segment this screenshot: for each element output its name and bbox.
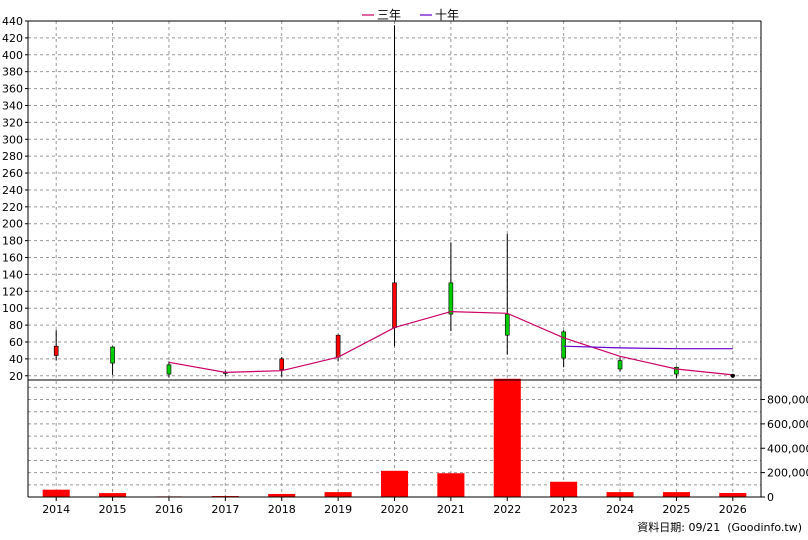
y-tick-label: 320	[2, 116, 23, 129]
y-tick-label: 260	[2, 167, 23, 180]
x-tick-label: 2015	[99, 503, 127, 516]
y-tick-label: 120	[2, 285, 23, 298]
volume-tick-label: 200,000	[767, 467, 808, 480]
candle-body	[448, 282, 454, 315]
source-note: 資料日期: 09/21 (Goodinfo.tw)	[637, 521, 802, 534]
series-line	[168, 310, 733, 376]
candle-body	[166, 364, 172, 375]
candle-body	[110, 346, 115, 364]
y-tick-label: 360	[2, 83, 23, 96]
y-tick-label: 240	[2, 184, 23, 197]
y-tick-label: 80	[9, 319, 23, 332]
y-tick-label: 400	[2, 49, 23, 62]
volume-tick-label: 600,000	[767, 418, 808, 431]
x-tick-label: 2026	[719, 503, 747, 516]
series-line	[563, 345, 733, 350]
y-tick-label: 40	[9, 353, 23, 366]
volume-bar	[268, 493, 296, 497]
x-tick-label: 2018	[268, 503, 296, 516]
y-tick-label: 440	[2, 15, 23, 28]
candle-body	[617, 360, 623, 370]
x-tick-label: 2016	[155, 503, 183, 516]
y-tick-label: 300	[2, 133, 23, 146]
y-tick-label: 340	[2, 99, 23, 112]
candle-body	[674, 367, 679, 375]
volume-tick-label: 0	[767, 491, 774, 504]
volume-bar	[99, 493, 127, 497]
y-tick-label: 20	[9, 370, 23, 383]
x-tick-label: 2019	[324, 503, 352, 516]
legend-label: 十年	[435, 8, 459, 22]
volume-bar	[550, 481, 578, 497]
candle-body	[53, 345, 59, 356]
volume-bar	[437, 473, 465, 497]
x-tick-label: 2025	[662, 503, 690, 516]
x-tick-label: 2021	[437, 503, 465, 516]
volume-bar	[380, 470, 409, 497]
volume-bar	[324, 492, 352, 497]
volume-bar	[719, 492, 747, 497]
volume-bar	[606, 492, 634, 497]
y-tick-label: 280	[2, 150, 23, 163]
x-tick-label: 2022	[493, 503, 521, 516]
y-tick-label: 60	[9, 336, 23, 349]
x-tick-label: 2020	[381, 503, 409, 516]
legend-label: 三年	[377, 8, 401, 22]
x-tick-label: 2017	[211, 503, 239, 516]
y-tick-label: 100	[2, 302, 23, 315]
candle-body	[335, 334, 341, 358]
y-tick-label: 220	[2, 201, 23, 214]
volume-tick-label: 400,000	[767, 442, 808, 455]
x-tick-label: 2024	[606, 503, 634, 516]
x-tick-label: 2014	[42, 503, 70, 516]
volume-bar	[42, 489, 70, 497]
volume-bar	[662, 492, 690, 497]
candle-body	[279, 358, 285, 371]
y-tick-label: 380	[2, 66, 23, 79]
y-tick-label: 200	[2, 218, 23, 231]
candle-body	[561, 331, 566, 359]
y-tick-label: 180	[2, 235, 23, 248]
volume-bar	[493, 378, 521, 497]
last-point-marker	[730, 373, 735, 378]
volume-tick-label: 800,000	[767, 394, 808, 407]
candle-body	[392, 282, 397, 328]
y-tick-label: 160	[2, 252, 23, 265]
y-tick-label: 420	[2, 32, 23, 45]
y-tick-label: 140	[2, 268, 23, 281]
x-tick-label: 2023	[550, 503, 578, 516]
candle-body	[504, 313, 510, 336]
